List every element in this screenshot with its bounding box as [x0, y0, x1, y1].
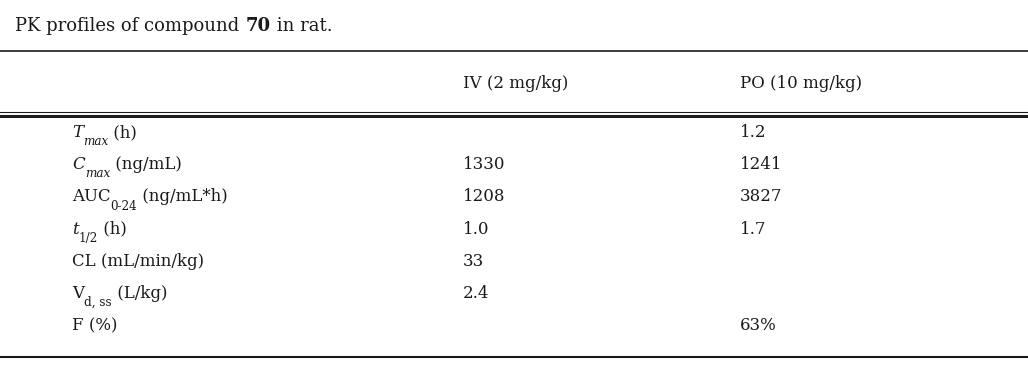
Text: d, ss: d, ss: [84, 296, 112, 309]
Text: 1.2: 1.2: [740, 124, 767, 141]
Text: 1208: 1208: [463, 189, 505, 206]
Text: 1/2: 1/2: [78, 232, 98, 245]
Text: max: max: [83, 135, 108, 148]
Text: PK profiles of compound: PK profiles of compound: [15, 17, 246, 35]
Text: (h): (h): [98, 221, 126, 238]
Text: (L/kg): (L/kg): [112, 285, 168, 302]
Text: 63%: 63%: [740, 317, 777, 334]
Text: (h): (h): [108, 124, 137, 141]
Text: T: T: [72, 124, 83, 141]
Text: 2.4: 2.4: [463, 285, 489, 302]
Text: 70: 70: [246, 17, 270, 35]
Text: 0-24: 0-24: [111, 200, 137, 213]
Text: (ng/mL*h): (ng/mL*h): [137, 189, 228, 206]
Text: in rat.: in rat.: [270, 17, 332, 35]
Text: 33: 33: [463, 253, 484, 270]
Text: 3827: 3827: [740, 189, 782, 206]
Text: AUC: AUC: [72, 189, 111, 206]
Text: 1.7: 1.7: [740, 221, 767, 238]
Text: V: V: [72, 285, 84, 302]
Text: PO (10 mg/kg): PO (10 mg/kg): [740, 75, 862, 92]
Text: F (%): F (%): [72, 317, 117, 334]
Text: 1241: 1241: [740, 156, 782, 173]
Text: (ng/mL): (ng/mL): [110, 156, 182, 173]
Text: t: t: [72, 221, 78, 238]
Text: C: C: [72, 156, 84, 173]
Text: IV (2 mg/kg): IV (2 mg/kg): [463, 75, 568, 92]
Text: CL (mL/min/kg): CL (mL/min/kg): [72, 253, 205, 270]
Text: max: max: [84, 168, 110, 180]
Text: 1330: 1330: [463, 156, 505, 173]
Text: 1.0: 1.0: [463, 221, 489, 238]
